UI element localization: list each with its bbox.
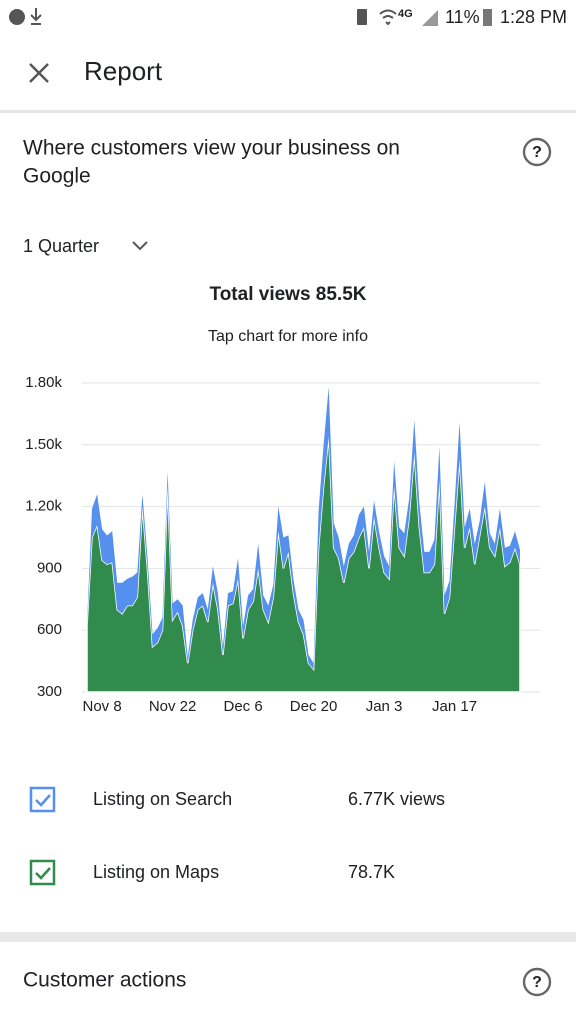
checkmark [35, 794, 51, 807]
checkmark [35, 867, 51, 880]
network-label: 4G [398, 8, 413, 20]
battery-percent: 11% [445, 7, 480, 27]
battery-saver-icon [357, 9, 367, 25]
y-tick-label: 600 [37, 621, 62, 638]
x-tick-label: Nov 8 [83, 698, 122, 715]
download-icon [30, 8, 42, 25]
x-tick-label: Dec 20 [290, 698, 338, 715]
x-tick-label: Jan 17 [432, 698, 477, 715]
section-title: Customer actions [23, 969, 186, 992]
y-tick-label: 300 [37, 683, 62, 700]
status-icon [9, 9, 25, 25]
y-tick-label: 900 [37, 559, 62, 576]
y-tick-label: 1.80k [25, 374, 62, 391]
signal-icon [422, 10, 438, 26]
svg-text:?: ? [532, 144, 542, 161]
chart-title: Total views 85.5K [210, 284, 367, 305]
clock: 1:28 PM [500, 7, 567, 27]
dropdown-chevron[interactable] [132, 241, 148, 251]
help-button[interactable]: ? [522, 967, 552, 997]
help-button[interactable]: ? [522, 137, 552, 167]
checkbox[interactable] [29, 859, 56, 886]
card-title: Where customers view your business on [23, 137, 400, 160]
header-divider [0, 110, 576, 113]
legend-total: 78.7K [348, 862, 395, 882]
x-tick-label: Nov 22 [149, 698, 197, 715]
period-selector[interactable]: 1 Quarter [23, 236, 99, 256]
card-title: Google [23, 165, 91, 188]
y-tick-label: 1.50k [25, 436, 62, 453]
section-divider [0, 932, 576, 942]
close-button[interactable] [29, 63, 49, 83]
header-title: Report [84, 56, 163, 86]
battery-icon [483, 9, 492, 26]
x-tick-label: Jan 3 [366, 698, 403, 715]
legend-label: Listing on Maps [93, 862, 219, 882]
area [86, 436, 521, 693]
checkbox[interactable] [29, 786, 56, 813]
chart[interactable]: 300 600 900 1.20k 1.50k 1.80k Nov 8 Nov 22 Dec 6… [25, 374, 540, 715]
status-bar: 4G 11% 1:28 PM [9, 7, 567, 27]
legend-label: Listing on Search [93, 789, 232, 809]
y-tick-label: 1.20k [25, 498, 62, 515]
legend-total: 6.77K views [348, 789, 445, 809]
legend: Listing on Search 6.77K views Listing on… [29, 786, 445, 886]
wifi-icon [379, 9, 397, 26]
x-tick-label: Dec 6 [223, 698, 262, 715]
svg-text:?: ? [532, 974, 542, 991]
chart-subtitle: Tap chart for more info [208, 328, 368, 345]
